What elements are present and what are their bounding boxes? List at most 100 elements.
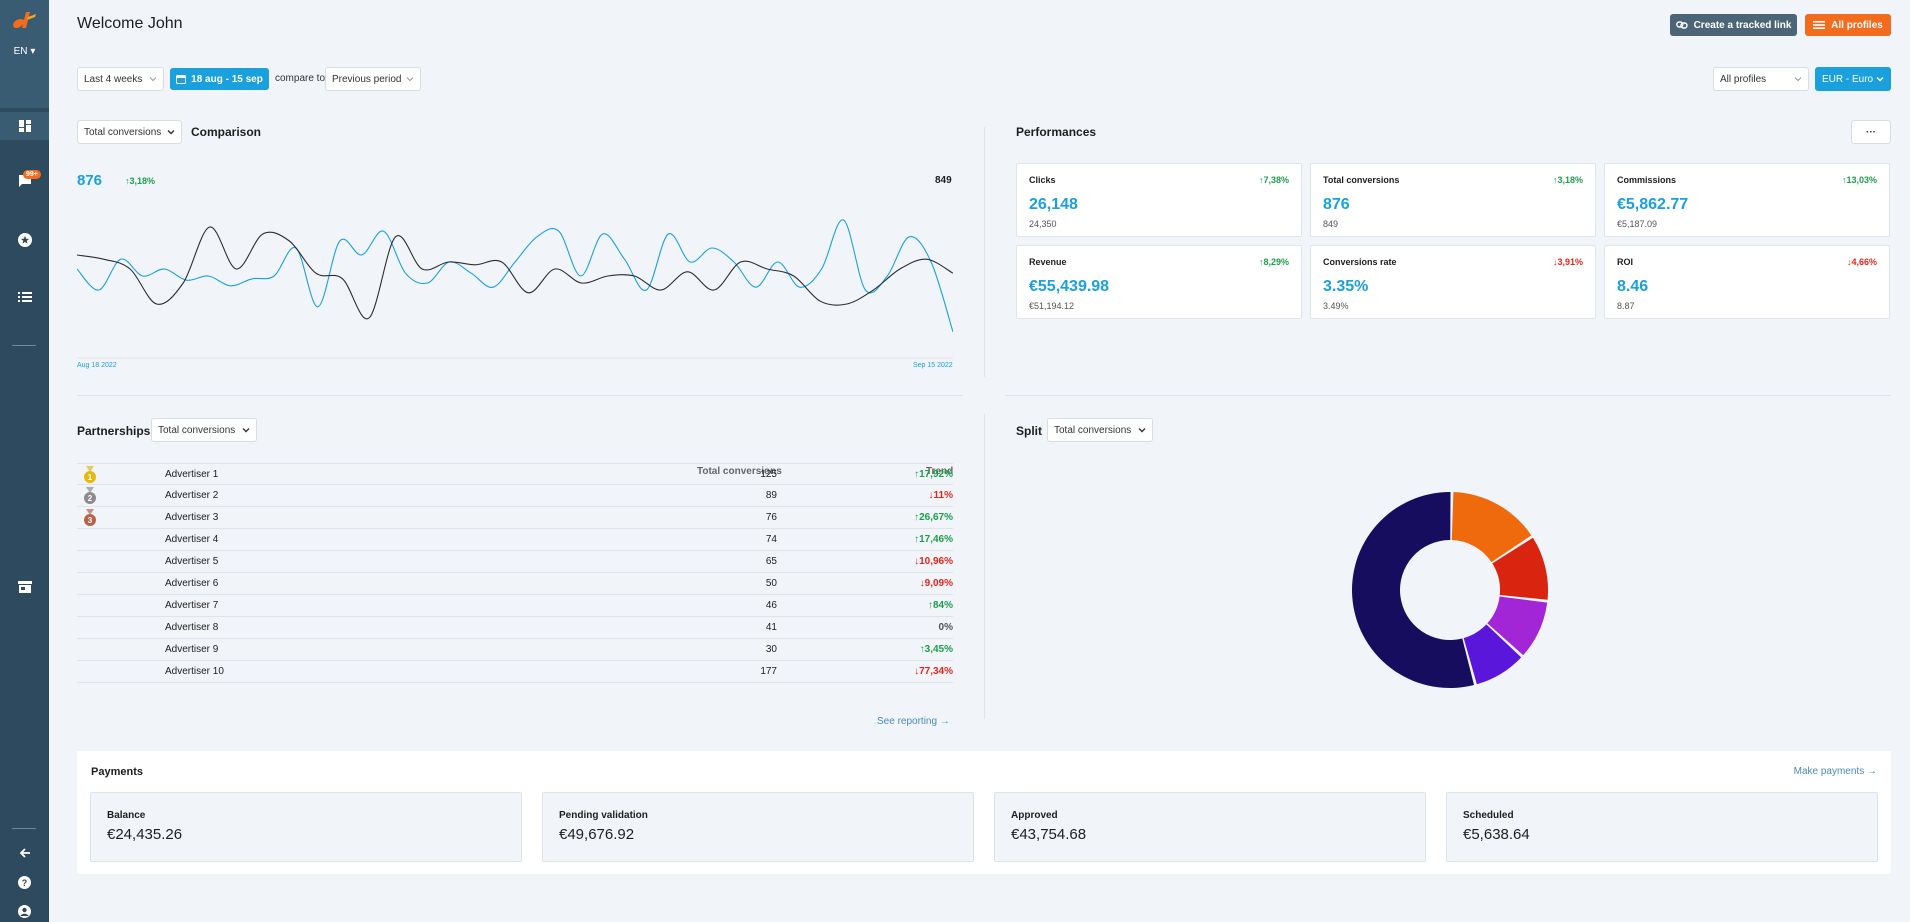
table-row[interactable]: Advertiser 10 177 ↓77,34%	[77, 661, 953, 683]
advertiser-name: Advertiser 10	[165, 666, 224, 677]
column-header-total-conversions[interactable]: Total conversions	[697, 466, 782, 477]
performances-more-button[interactable]: ···	[1851, 120, 1891, 144]
table-row[interactable]: Advertiser 9 30 ↑3,45%	[77, 639, 953, 661]
table-row[interactable]: 2 Advertiser 2 89 ↓11%	[77, 485, 953, 507]
card-title: Revenue	[1029, 257, 1067, 267]
column-header-trend[interactable]: Trend	[926, 466, 954, 477]
table-row[interactable]: Advertiser 4 74 ↑17,46%	[77, 529, 953, 551]
see-reporting-label: See reporting	[877, 716, 938, 727]
donut-slice[interactable]	[1487, 596, 1548, 656]
partnerships-metric-select[interactable]: Total conversions	[151, 418, 257, 442]
arrow-right-icon: →	[939, 716, 950, 727]
comparison-metric-select[interactable]: Total conversions	[77, 120, 182, 144]
sidebar-header: EN ▾	[0, 0, 49, 108]
payment-card-approved: Approved €43,754.68	[994, 792, 1426, 862]
advertiser-name: Advertiser 9	[165, 644, 219, 655]
advertiser-name: Advertiser 5	[165, 556, 219, 567]
trend-value: ↑84%	[927, 600, 953, 611]
card-trend: ↑3,18%	[1552, 175, 1583, 185]
sidebar-item-store[interactable]	[0, 574, 49, 600]
all-profiles-button[interactable]: All profiles	[1805, 14, 1891, 36]
card-trend: ↑8,29%	[1258, 257, 1289, 267]
period-value: Last 4 weeks	[84, 73, 143, 85]
comparison-previous-value: 849	[935, 175, 952, 186]
chevron-down-icon	[1876, 77, 1884, 82]
donut-slice[interactable]	[1451, 492, 1532, 563]
card-value: 26,148	[1029, 196, 1078, 213]
table-row[interactable]: Advertiser 5 65 ↓10,96%	[77, 551, 953, 573]
comparison-current-trend: ↑3,18%	[125, 176, 156, 186]
card-conversions-rate: Conversions rate ↓3,91% 3.35% 3.49%	[1310, 245, 1596, 319]
advertiser-name: Advertiser 1	[165, 469, 219, 480]
donut-slice[interactable]	[1352, 492, 1475, 688]
table-row[interactable]: 1 Advertiser 1 125 ↑17,92%	[77, 463, 953, 485]
table-row[interactable]: Advertiser 7 46 ↑84%	[77, 595, 953, 617]
chevron-down-icon	[1138, 428, 1146, 433]
arrow-right-icon: →	[1867, 766, 1877, 777]
trend-value: ↓77,34%	[914, 666, 953, 677]
sidebar-item-dashboard[interactable]	[0, 112, 49, 140]
link-icon	[1675, 21, 1688, 29]
period-select[interactable]: Last 4 weeks	[77, 67, 164, 91]
donut-slice[interactable]	[1463, 624, 1522, 685]
help-icon: ?	[18, 875, 31, 889]
comparison-title: Comparison	[191, 125, 262, 139]
conversions-value: 41	[765, 622, 777, 633]
card-revenue: Revenue ↑8,29% €55,439.98 €51,194.12	[1016, 245, 1302, 319]
series-current-line	[77, 219, 953, 333]
sidebar-item-lists[interactable]	[0, 284, 49, 310]
payment-value: €49,676.92	[559, 826, 635, 843]
compare-select[interactable]: Previous period	[325, 67, 421, 91]
section-divider	[984, 414, 985, 719]
card-commissions: Commissions ↑13,03% €5,862.77 €5,187.09	[1604, 163, 1890, 237]
user-icon	[18, 904, 31, 918]
create-tracked-link-button[interactable]: Create a tracked link	[1670, 14, 1797, 36]
section-divider	[77, 395, 963, 396]
card-roi: ROI ↓4,66% 8.46 8.87	[1604, 245, 1890, 319]
split-title: Split	[1016, 424, 1042, 438]
payment-label: Pending validation	[559, 810, 648, 821]
page-title: Welcome John	[77, 15, 183, 32]
card-previous: 8.87	[1617, 301, 1635, 311]
card-total-conversions: Total conversions ↑3,18% 876 849	[1310, 163, 1596, 237]
sidebar: EN ▾ 99+ ?	[0, 0, 49, 922]
partnerships-table: 1 Advertiser 1 125 ↑17,92% 2 Advertiser 2 89 ↓1…	[77, 463, 953, 683]
see-reporting-link[interactable]: See reporting →	[877, 716, 950, 727]
sidebar-item-help[interactable]: ?	[0, 869, 49, 895]
card-trend: ↑7,38%	[1258, 175, 1289, 185]
conversions-value: 46	[765, 600, 777, 611]
profiles-value: All profiles	[1720, 73, 1767, 85]
table-row[interactable]: 3 Advertiser 3 76 ↑26,67%	[77, 507, 953, 529]
conversions-value: 50	[765, 578, 777, 589]
split-metric-select[interactable]: Total conversions	[1047, 418, 1153, 442]
payment-label: Balance	[107, 810, 146, 821]
partnerships-metric-value: Total conversions	[158, 424, 236, 436]
conversions-value: 30	[765, 644, 777, 655]
trend-value: 0%	[938, 622, 953, 633]
card-value: 876	[1323, 196, 1350, 213]
card-previous: 24,350	[1029, 219, 1057, 229]
advertiser-name: Advertiser 6	[165, 578, 219, 589]
trend-value: ↓9,09%	[919, 578, 953, 589]
card-clicks: Clicks ↑7,38% 26,148 24,350	[1016, 163, 1302, 237]
make-payments-label: Make payments	[1793, 766, 1865, 777]
payment-card-pending: Pending validation €49,676.92	[542, 792, 974, 862]
date-range-button[interactable]: 18 aug - 15 sep	[170, 68, 269, 90]
make-payments-link[interactable]: Make payments →	[1794, 766, 1877, 777]
table-row[interactable]: Advertiser 8 41 0%	[77, 617, 953, 639]
conversions-value: 74	[765, 534, 777, 545]
dashboard-icon	[18, 120, 31, 132]
sidebar-item-favorites[interactable]	[0, 227, 49, 253]
language-selector[interactable]: EN ▾	[13, 46, 36, 57]
chart-x-end-label: Sep 15 2022	[913, 362, 953, 369]
compare-value: Previous period	[332, 73, 402, 85]
profiles-select[interactable]: All profiles	[1713, 67, 1809, 91]
sidebar-item-account[interactable]	[0, 898, 49, 922]
brand-logo[interactable]	[10, 8, 38, 32]
currency-select[interactable]: EUR - Euro	[1815, 67, 1891, 91]
sidebar-item-collapse[interactable]	[0, 840, 49, 866]
menu-icon	[1813, 21, 1826, 29]
advertiser-name: Advertiser 7	[165, 600, 219, 611]
table-row[interactable]: Advertiser 6 50 ↓9,09%	[77, 573, 953, 595]
donut-slice[interactable]	[1492, 537, 1548, 600]
